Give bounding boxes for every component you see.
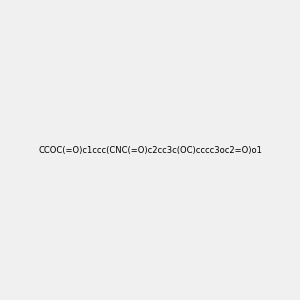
Text: CCOC(=O)c1ccc(CNC(=O)c2cc3c(OC)cccc3oc2=O)o1: CCOC(=O)c1ccc(CNC(=O)c2cc3c(OC)cccc3oc2=… bbox=[38, 146, 262, 154]
